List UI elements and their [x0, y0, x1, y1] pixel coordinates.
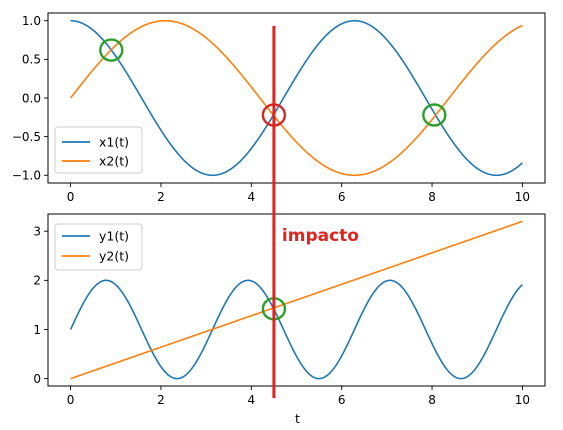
bot-y-tick-label: 0: [33, 372, 41, 386]
top-y-tick-label: 0.5: [22, 53, 41, 67]
top-legend: x1(t) x2(t): [54, 126, 143, 174]
top-y-ticks: 1.0 0.5 0.0 −0.5 −1.0: [12, 14, 48, 183]
bottom-legend: y1(t) y2(t): [54, 223, 143, 271]
top-x-ticks: 0 2 4 6 8 10: [67, 183, 530, 204]
top-x-tick-label: 2: [157, 190, 165, 204]
top-x-tick-label: 0: [67, 190, 75, 204]
bot-x-tick-label: 4: [247, 393, 255, 407]
bottom-y-ticks: 0 1 2 3: [33, 225, 48, 386]
top-y-tick-label: 1.0: [22, 14, 41, 28]
bottom-series-lines: [69, 220, 523, 380]
top-axes-frame: [47, 12, 546, 184]
bot-x-tick-label: 2: [157, 393, 165, 407]
top-x-tick-label: 10: [515, 190, 530, 204]
bot-y-tick-label: 1: [33, 323, 41, 337]
series-line-y2t: [70, 220, 523, 380]
bottom-x-ticks: 0 2 4 6 8 10: [67, 386, 530, 407]
top-y-tick-label: 0.0: [22, 91, 41, 105]
top-legend-label-x1: x1(t): [99, 135, 129, 150]
bot-y-tick-label: 2: [33, 274, 41, 288]
bot-x-tick-label: 0: [67, 393, 75, 407]
bottom-x-axis-label: t: [295, 411, 300, 426]
series-line-y1t: [69, 279, 523, 380]
bottom-axes-frame: [47, 213, 546, 387]
bot-x-tick-label: 6: [338, 393, 346, 407]
green-circle-marker: [422, 103, 447, 127]
top-y-tick-label: −1.0: [12, 169, 41, 183]
series-line-x1t: [70, 19, 523, 177]
bot-x-tick-label: 10: [515, 393, 530, 407]
top-x-tick-label: 4: [247, 190, 255, 204]
bottom-axes: 0 2 4 6 8 10 0 1 2 3 y1(t) y2(t) t: [33, 213, 546, 426]
top-legend-label-x2: x2(t): [99, 154, 129, 169]
bot-x-tick-label: 8: [428, 393, 436, 407]
top-x-tick-label: 6: [338, 190, 346, 204]
impact-annotation: impacto: [282, 226, 359, 246]
top-y-tick-label: −0.5: [12, 130, 41, 144]
top-axes: 0 2 4 6 8 10 1.0 0.5 0.0 −0.5 −1.0 x1(t) x2(t): [12, 12, 546, 204]
series-line-x2t: [69, 19, 523, 177]
green-circle-marker: [99, 38, 124, 62]
top-series-lines: [69, 19, 523, 177]
bottom-legend-label-y2: y2(t): [99, 249, 129, 264]
bot-y-tick-label: 3: [33, 225, 41, 239]
bottom-legend-label-y1: y1(t): [99, 229, 129, 244]
top-x-tick-label: 8: [428, 190, 436, 204]
